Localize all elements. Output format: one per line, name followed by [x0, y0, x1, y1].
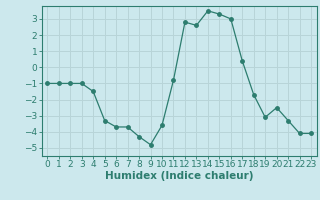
X-axis label: Humidex (Indice chaleur): Humidex (Indice chaleur) — [105, 171, 253, 181]
